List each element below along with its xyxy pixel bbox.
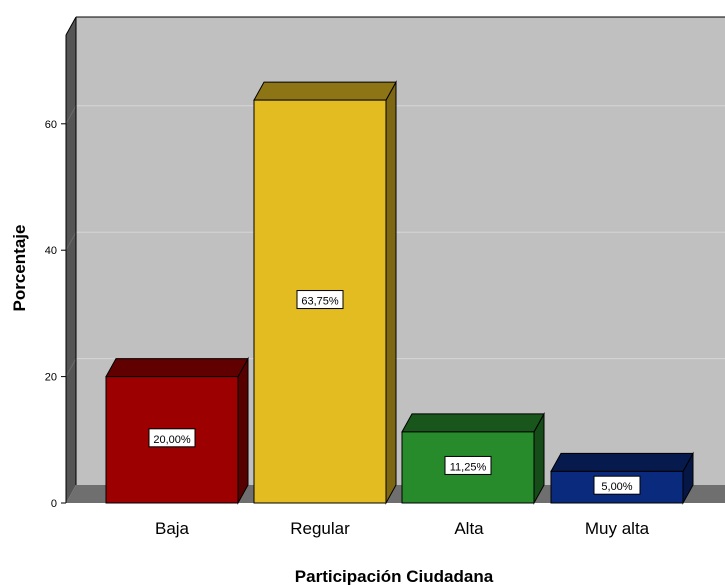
x-tick-label: Regular <box>290 519 350 538</box>
bar-side <box>237 356 249 505</box>
bar: 11,25% <box>401 411 545 505</box>
data-label: 11,25% <box>450 461 487 473</box>
bars: 20,00% 63,75% 11,25% 5,00% <box>105 80 694 505</box>
y-tick-label: 0 <box>51 498 57 510</box>
bar: 63,75% <box>253 80 397 505</box>
x-tick-label: Muy alta <box>585 519 650 538</box>
y-tick-label: 60 <box>45 119 57 131</box>
x-tick-label: Baja <box>155 519 190 538</box>
y-axis-ticks: 0 20 40 60 <box>45 119 66 510</box>
bar-side <box>385 80 397 505</box>
left-wall-top-edge <box>65 16 77 36</box>
gridline-wall <box>65 358 77 377</box>
data-label: 20,00% <box>153 434 191 446</box>
bar: 5,00% <box>550 451 694 505</box>
data-label-box <box>593 475 641 495</box>
data-label: 5,00% <box>601 481 632 493</box>
data-label-box <box>148 428 196 448</box>
x-axis-labels: Baja Regular Alta Muy alta <box>155 519 650 538</box>
y-tick-label: 20 <box>45 372 57 384</box>
data-label: 63,75% <box>301 296 339 308</box>
bar-top <box>401 413 545 433</box>
bar-top <box>105 358 249 378</box>
left-wall <box>66 17 76 503</box>
x-axis-title: Participación Ciudadana <box>295 567 494 585</box>
y-tick-label: 40 <box>45 245 57 257</box>
gridline-wall <box>65 105 77 125</box>
x-tick-label: Alta <box>454 519 484 538</box>
bar-top <box>253 81 397 101</box>
gridline-wall <box>65 231 77 251</box>
data-label-box <box>444 455 492 475</box>
bar-top <box>550 452 694 472</box>
y-axis-title: Porcentaje <box>10 225 29 312</box>
data-label-box <box>296 290 344 310</box>
bar: 20,00% <box>105 356 249 505</box>
